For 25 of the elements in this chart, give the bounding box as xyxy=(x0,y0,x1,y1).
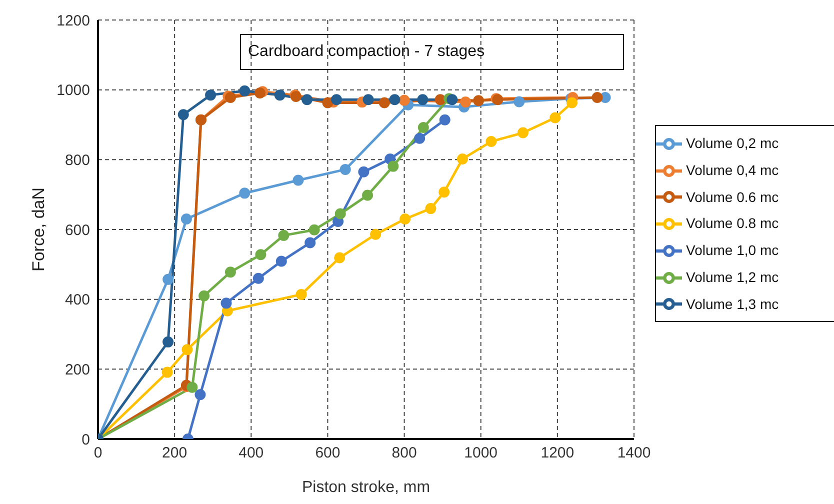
legend-label: Volume 0,4 mc xyxy=(686,162,779,178)
x-tick-label: 1000 xyxy=(464,444,498,462)
y-tick-label: 400 xyxy=(64,292,90,309)
x-tick-label: 600 xyxy=(315,444,340,462)
y-tick-label: 800 xyxy=(64,152,90,169)
y-tick-label: 600 xyxy=(64,222,90,239)
legend-label: Volume 0.6 mc xyxy=(686,188,779,205)
x-tick-label: 200 xyxy=(162,444,188,462)
legend-label: Volume 0,2 mc xyxy=(686,135,779,151)
legend-label: Volume 0.8 mc xyxy=(686,215,779,232)
legend-label: Volume 1,3 mc xyxy=(686,296,779,312)
y-tick-label: 1200 xyxy=(56,12,90,30)
y-axis-title: Force, daN xyxy=(29,187,48,272)
y-tick-label: 1000 xyxy=(56,82,90,100)
legend-label: Volume 1,0 mc xyxy=(686,242,779,258)
x-tick-label: 1200 xyxy=(540,444,574,462)
x-tick-label: 0 xyxy=(94,444,102,462)
x-tick-label: 400 xyxy=(238,444,264,462)
y-tick-label: 200 xyxy=(64,361,90,378)
y-tick-label: 0 xyxy=(82,431,90,448)
x-axis-title: Piston stroke, mm xyxy=(302,479,430,496)
text: Cardboard compaction - 7 stages xyxy=(248,42,485,62)
x-tick-label: 1400 xyxy=(617,444,651,462)
legend-label: Volume 1,2 mc xyxy=(686,268,779,285)
x-tick-label: 800 xyxy=(392,444,417,462)
